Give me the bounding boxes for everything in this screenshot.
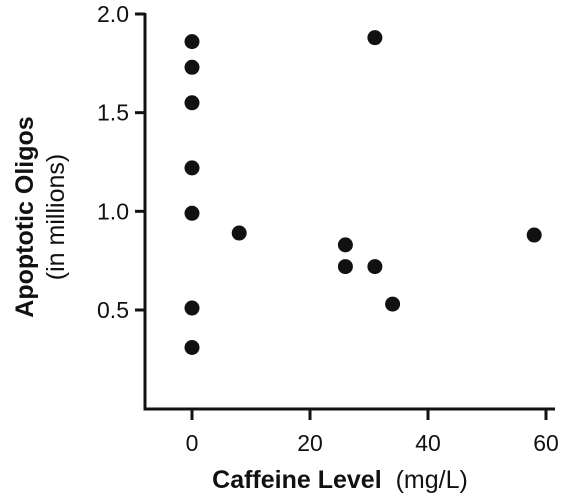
axes bbox=[143, 13, 555, 411]
x-tick-label: 60 bbox=[533, 430, 559, 456]
y-axis-title-sub: (in millions) bbox=[42, 154, 70, 280]
data-point bbox=[184, 160, 200, 176]
data-point bbox=[184, 339, 200, 355]
ticks: 0.5 1.0 1.5 2.0 0 20 40 60 bbox=[97, 1, 559, 456]
x-tick-label: 20 bbox=[297, 430, 323, 456]
data-points bbox=[184, 30, 542, 355]
data-point bbox=[337, 237, 353, 253]
x-tick-label: 40 bbox=[415, 430, 441, 456]
data-point bbox=[231, 225, 247, 241]
data-point bbox=[184, 300, 200, 316]
y-axis-title-main: Apoptotic Oligos bbox=[11, 116, 39, 317]
data-point bbox=[526, 227, 542, 243]
data-point bbox=[184, 34, 200, 50]
y-tick-label: 1.5 bbox=[97, 100, 129, 126]
data-point bbox=[184, 205, 200, 221]
data-point bbox=[184, 95, 200, 111]
y-tick-label: 1.0 bbox=[97, 198, 129, 224]
data-point bbox=[367, 30, 383, 46]
y-tick-label: 0.5 bbox=[97, 297, 129, 323]
x-axis-title: Caffeine Level (mg/L) bbox=[212, 466, 468, 494]
data-point bbox=[337, 259, 353, 275]
x-axis-title-unit: (mg/L) bbox=[396, 466, 468, 494]
data-point bbox=[367, 259, 383, 275]
data-point bbox=[385, 296, 401, 312]
x-tick-label: 0 bbox=[186, 430, 199, 456]
y-tick-label: 2.0 bbox=[97, 1, 129, 27]
data-point bbox=[184, 59, 200, 75]
x-axis-title-main: Caffeine Level bbox=[212, 466, 382, 494]
